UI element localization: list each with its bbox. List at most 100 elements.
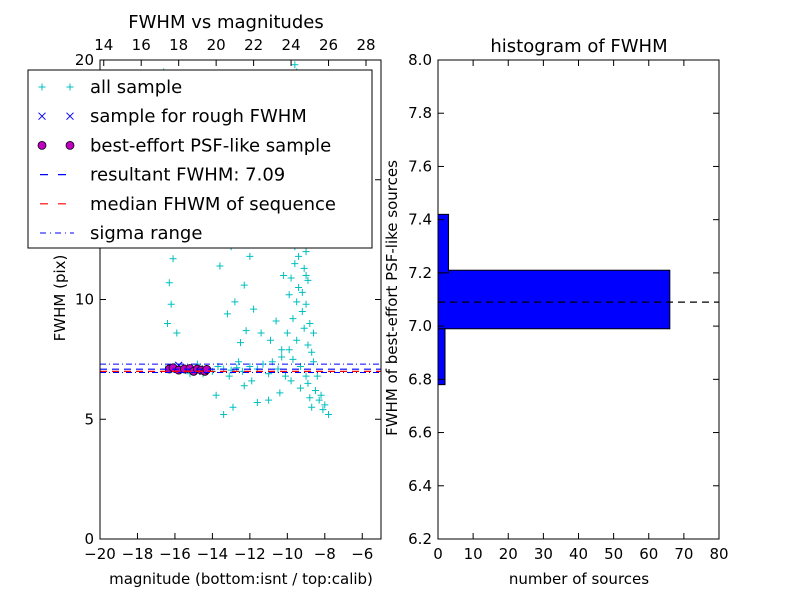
legend-entry: all sample — [38, 77, 182, 98]
legend-entry: resultant FWHM: 7.09 — [40, 165, 285, 186]
y-tick-label: 7.8 — [408, 104, 432, 122]
x-tick-label: 50 — [604, 545, 623, 563]
left-reference-lines — [100, 363, 381, 374]
y-tick-label: 7.6 — [408, 157, 432, 175]
point-all-sample — [248, 377, 256, 385]
legend-circle-marker — [37, 140, 47, 150]
x-tick-label: −20 — [84, 545, 116, 563]
point-all-sample — [283, 329, 291, 337]
legend-entry: median FHWM of sequence — [40, 194, 336, 215]
point-all-sample — [298, 307, 306, 315]
left-chart-title: FWHM vs magnitudes — [128, 12, 323, 33]
point-all-sample — [300, 264, 308, 272]
x-tick-label: −16 — [159, 545, 191, 563]
top-x-tick-label: 20 — [207, 36, 226, 54]
top-x-tick-label: 22 — [244, 36, 263, 54]
point-all-sample — [169, 255, 177, 263]
top-x-tick-label: 18 — [169, 36, 188, 54]
point-all-sample — [246, 252, 254, 260]
legend-entry: best-effort PSF-like sample — [37, 135, 331, 156]
legend-circle-marker — [65, 140, 75, 150]
point-all-sample — [313, 372, 321, 380]
y-tick-label: 6.8 — [408, 370, 432, 388]
top-x-tick-label: 28 — [356, 36, 375, 54]
x-tick-label: 30 — [534, 545, 553, 563]
point-all-sample — [308, 348, 316, 356]
right-axis-ticks: 0 10 20 30 40 50 60 70 80 6.2 6.4 6.6 6.8 7.0 7.2 7.4 7.… — [408, 51, 728, 563]
point-all-sample — [304, 379, 312, 387]
point-all-sample — [298, 288, 306, 296]
point-all-sample — [311, 387, 319, 395]
left-y-axis-label: FWHM (pix) — [51, 255, 69, 342]
top-x-tick-label: 14 — [94, 36, 113, 54]
left-chart: −20−18−16−14−12−10−8−6051015201416182022… — [27, 12, 382, 588]
point-all-sample — [163, 319, 171, 327]
left-axis-ticks: −20−18−16−14−12−10−8−6051015201416182022… — [75, 36, 381, 563]
legend-x-marker — [66, 112, 74, 121]
x-tick-label: 60 — [639, 545, 658, 563]
legend-label: sigma range — [90, 223, 202, 244]
point-all-sample — [315, 396, 323, 404]
point-all-sample — [233, 364, 241, 372]
point-all-sample — [287, 377, 295, 385]
point-all-sample — [289, 355, 297, 363]
x-tick-label: −8 — [314, 545, 336, 563]
point-all-sample — [289, 315, 297, 323]
point-all-sample — [240, 382, 248, 390]
legend-label: sample for rough FWHM — [90, 106, 307, 127]
y-tick-label: 7.2 — [408, 264, 432, 282]
top-x-tick-label: 26 — [319, 36, 338, 54]
y-tick-label: 6.4 — [408, 477, 432, 495]
left-legend: all sample sample for rough FWHM best-effo… — [27, 69, 373, 249]
point-all-sample — [306, 319, 314, 327]
y-tick-label: 7.0 — [408, 317, 432, 335]
legend-x-marker — [38, 112, 46, 121]
point-all-sample — [220, 410, 228, 418]
point-all-sample — [165, 279, 173, 287]
point-all-sample — [317, 391, 325, 399]
point-all-sample — [212, 391, 220, 399]
point-all-sample — [310, 329, 318, 337]
point-all-sample — [319, 406, 327, 414]
histogram-bar — [437, 269, 671, 330]
point-all-sample — [300, 324, 308, 332]
point-all-sample — [302, 272, 310, 280]
legend-label: median FHWM of sequence — [90, 194, 336, 215]
point-all-sample — [229, 403, 237, 411]
point-all-sample — [266, 336, 274, 344]
point-all-sample — [304, 341, 312, 349]
y-tick-label: 20 — [75, 51, 94, 69]
point-all-sample — [231, 298, 239, 306]
histogram-bar — [437, 213, 450, 274]
point-all-sample — [302, 372, 310, 380]
point-all-sample — [272, 317, 280, 325]
y-tick-label: 0 — [84, 530, 94, 548]
point-all-sample — [293, 298, 301, 306]
point-all-sample — [276, 389, 284, 397]
legend-label: all sample — [90, 77, 182, 98]
point-all-sample — [250, 305, 258, 313]
x-tick-label: 80 — [709, 545, 728, 563]
x-tick-label: 20 — [499, 545, 518, 563]
top-x-tick-label: 16 — [132, 36, 151, 54]
point-all-sample — [285, 346, 293, 354]
y-tick-label: 7.4 — [408, 211, 432, 229]
histogram-bars — [437, 213, 671, 386]
point-all-sample — [265, 396, 273, 404]
x-tick-label: 40 — [569, 545, 588, 563]
x-tick-label: −12 — [234, 545, 266, 563]
point-all-sample — [291, 260, 299, 268]
point-all-sample — [280, 272, 288, 280]
point-all-sample — [253, 398, 261, 406]
y-tick-label: 6.6 — [408, 424, 432, 442]
legend-entry: sample for rough FWHM — [38, 106, 307, 127]
point-all-sample — [223, 310, 231, 318]
point-all-sample — [240, 281, 248, 289]
legend-plus-marker — [38, 83, 46, 91]
x-tick-label: −6 — [351, 545, 373, 563]
legend-entries: all sample sample for rough FWHM best-effo… — [37, 77, 336, 244]
point-all-sample — [173, 329, 181, 337]
point-all-sample — [167, 300, 175, 308]
x-tick-label: 70 — [674, 545, 693, 563]
